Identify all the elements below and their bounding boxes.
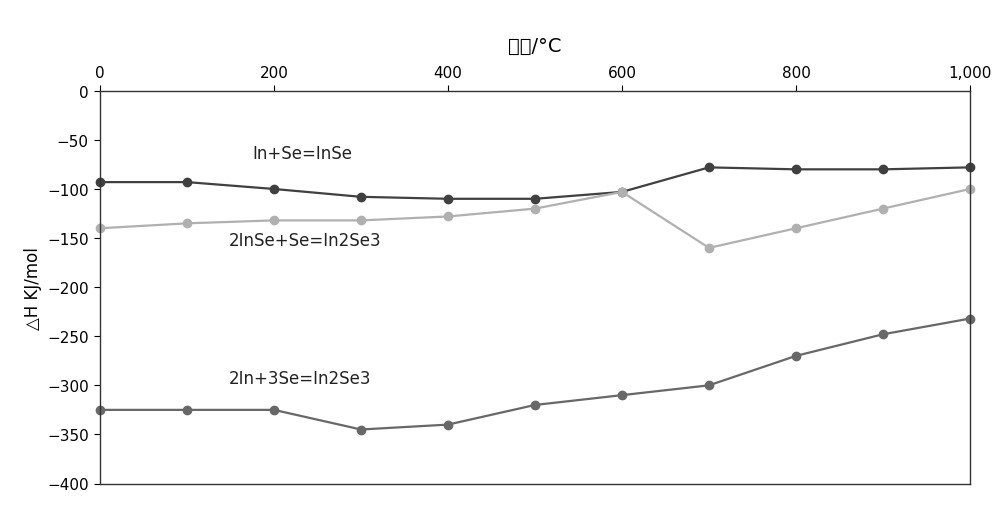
Text: 2In+3Se=In2Se3: 2In+3Se=In2Se3 bbox=[229, 370, 371, 387]
Text: 2InSe+Se=In2Se3: 2InSe+Se=In2Se3 bbox=[229, 232, 381, 249]
X-axis label: 温度/°C: 温度/°C bbox=[508, 37, 562, 55]
Text: In+Se=InSe: In+Se=InSe bbox=[252, 144, 352, 162]
Y-axis label: △H KJ/mol: △H KJ/mol bbox=[24, 246, 42, 329]
